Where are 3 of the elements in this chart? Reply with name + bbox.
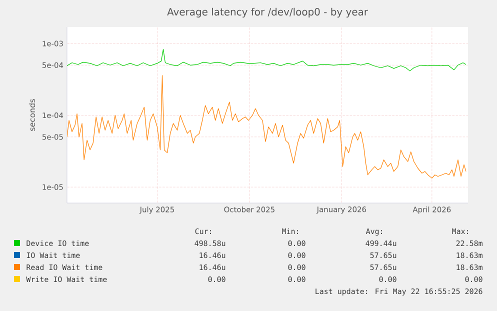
line-series	[67, 49, 466, 72]
line-series	[67, 75, 466, 178]
chart-title: Average latency for /dev/loop0 - by year	[167, 8, 368, 18]
